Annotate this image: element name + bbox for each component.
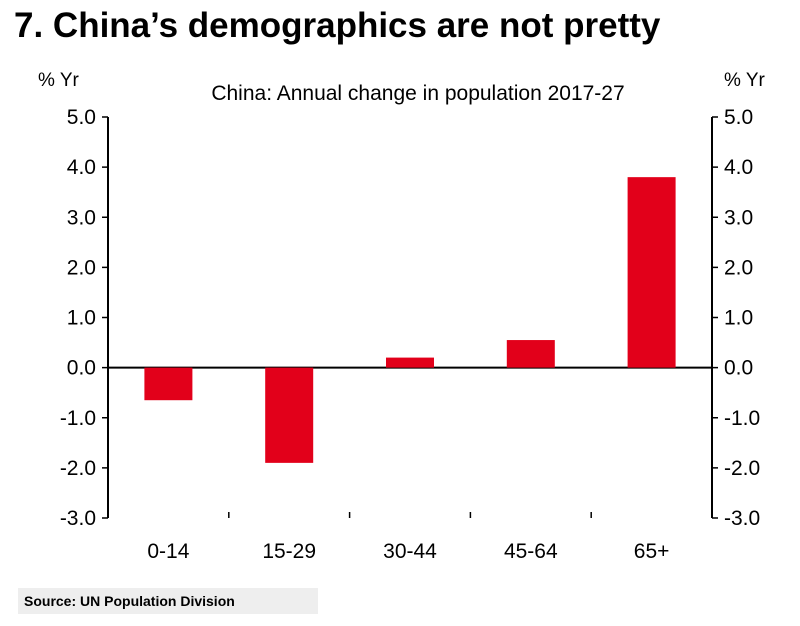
right-tick-label: 4.0 — [724, 156, 753, 179]
left-tick-label: 5.0 — [67, 106, 96, 129]
left-tick-label: 2.0 — [67, 256, 96, 279]
bar-45-64 — [506, 340, 555, 368]
left-tick-label: -3.0 — [60, 507, 96, 530]
chart-heading: 7. China’s demographics are not pretty — [14, 6, 661, 45]
left-tick-label: 1.0 — [67, 307, 96, 330]
category-label: 45-64 — [504, 540, 558, 563]
bar-0-14 — [144, 367, 193, 401]
bar-30-44 — [386, 357, 434, 368]
right-tick-label: -1.0 — [724, 407, 760, 430]
right-tick-label: 2.0 — [724, 256, 753, 279]
chart-tick-labels: 5.0 5.0 4.0 4.0 3.0 3.0 2.0 2.0 1.0 1.0 0.0 0.0 -1.0… — [60, 106, 760, 563]
category-label: 30-44 — [383, 540, 437, 563]
bar-65+ — [627, 177, 676, 368]
right-tick-label: 5.0 — [724, 106, 753, 129]
right-tick-label: 0.0 — [724, 357, 753, 380]
right-tick-label: 3.0 — [724, 206, 753, 229]
left-tick-label: -1.0 — [60, 407, 96, 430]
left-tick-label: -2.0 — [60, 457, 96, 480]
category-label: 0-14 — [147, 540, 189, 563]
right-tick-label: -2.0 — [724, 457, 760, 480]
left-tick-label: 4.0 — [67, 156, 96, 179]
chart-bars — [144, 177, 676, 463]
left-tick-label: 3.0 — [67, 206, 96, 229]
category-label: 15-29 — [262, 540, 316, 563]
chart-subtitle: China: Annual change in population 2017-… — [211, 82, 624, 105]
chart-axes — [102, 116, 718, 519]
bar-chart: China: Annual change in population 2017-… — [38, 70, 766, 563]
bar-15-29 — [265, 367, 314, 463]
right-tick-label: 1.0 — [724, 307, 753, 330]
category-label: 65+ — [634, 540, 670, 563]
left-axis-unit: % Yr — [38, 70, 80, 91]
right-axis-unit: % Yr — [724, 70, 766, 91]
source-note: Source: UN Population Division — [18, 588, 318, 614]
right-tick-label: -3.0 — [724, 507, 760, 530]
left-tick-label: 0.0 — [67, 357, 96, 380]
